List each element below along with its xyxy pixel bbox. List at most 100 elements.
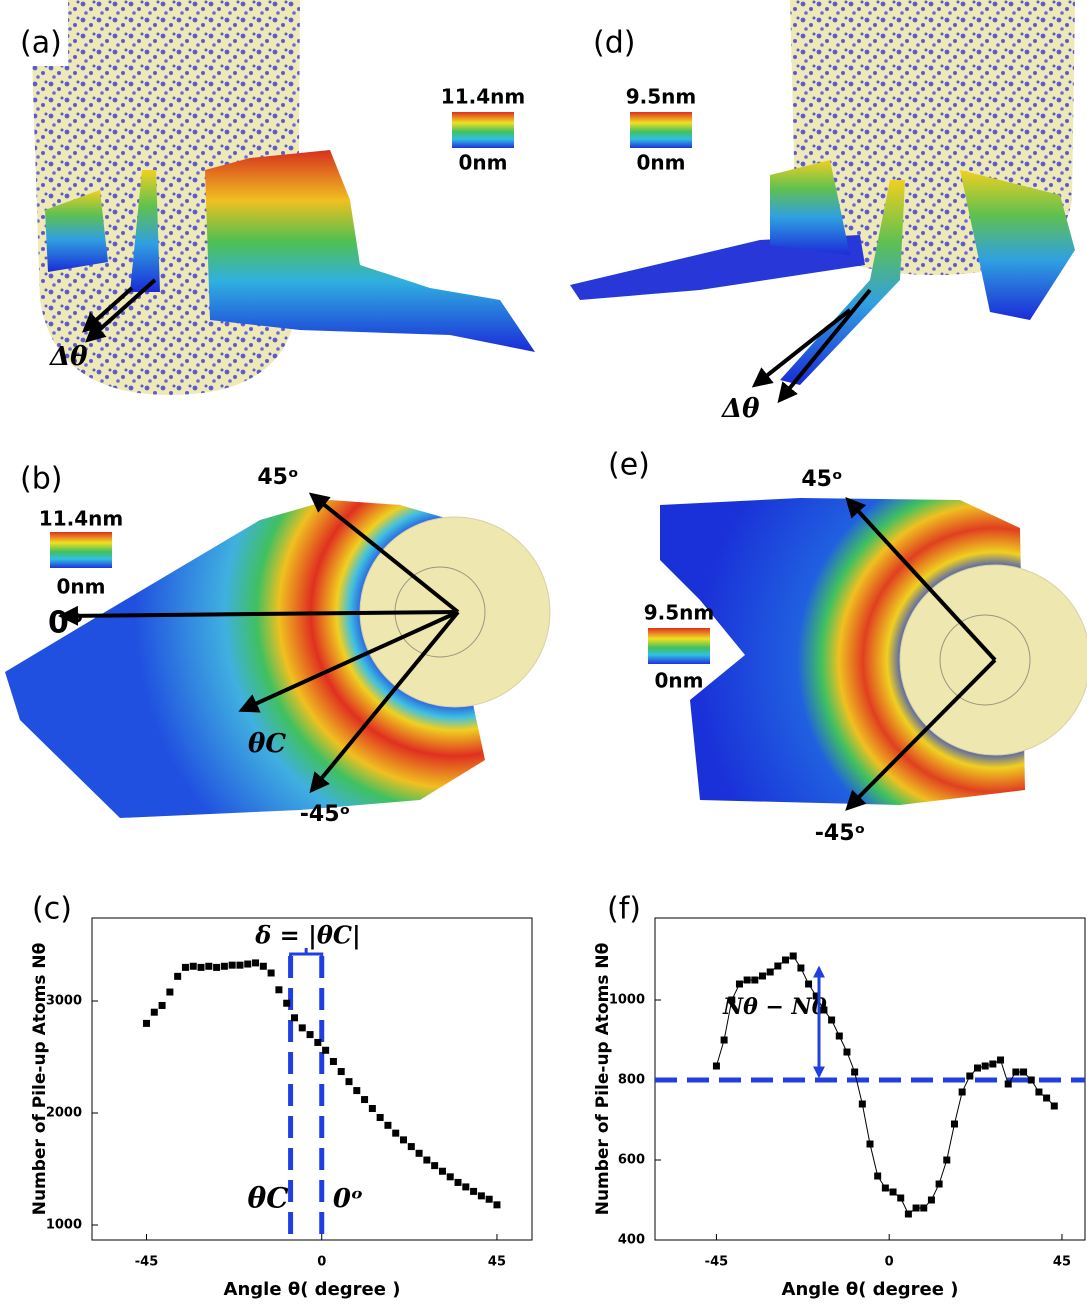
- annotation: 0ᵒ: [48, 606, 84, 641]
- data-point: [751, 977, 758, 984]
- data-point: [205, 963, 212, 970]
- data-point: [943, 1157, 950, 1164]
- data-point: [314, 1039, 321, 1046]
- x-tick-label: -45: [135, 1255, 159, 1270]
- pile-up: [205, 150, 535, 352]
- data-point: [369, 1105, 376, 1112]
- data-point: [439, 1168, 446, 1175]
- colorbar: [630, 112, 692, 148]
- data-point: [143, 1020, 150, 1027]
- bracket: [291, 948, 322, 962]
- data-point: [431, 1162, 438, 1169]
- data-point: [275, 986, 282, 993]
- data-point: [307, 1031, 314, 1038]
- data-point: [805, 981, 812, 988]
- data-point: [291, 1014, 298, 1021]
- data-point: [874, 1173, 881, 1180]
- data-point: [797, 965, 804, 972]
- panel-label: (e): [608, 448, 650, 483]
- panel-label: (b): [20, 462, 62, 497]
- data-point: [721, 1037, 728, 1044]
- annotation: θC: [248, 1182, 290, 1215]
- data-point: [744, 977, 751, 984]
- data-point: [338, 1068, 345, 1075]
- data-point: [400, 1136, 407, 1143]
- data-point: [897, 1195, 904, 1202]
- y-tick-label: 1000: [46, 1217, 82, 1232]
- panel-label: (d): [593, 26, 635, 61]
- colorbar-min: 0nm: [637, 151, 686, 175]
- data-point: [447, 1173, 454, 1180]
- data-point: [1028, 1077, 1035, 1084]
- y-tick-label: 2000: [46, 1105, 82, 1120]
- y-tick-label: 800: [618, 1073, 645, 1088]
- data-point: [190, 963, 197, 970]
- colorbar: [648, 628, 710, 664]
- x-tick-label: 0: [885, 1255, 894, 1270]
- data-point: [982, 1063, 989, 1070]
- data-point: [361, 1096, 368, 1103]
- data-point: [423, 1157, 430, 1164]
- annotation: Δθ: [48, 342, 88, 372]
- data-point: [159, 1002, 166, 1009]
- annotation: -45ᵒ: [815, 821, 865, 846]
- annotation: Δθ: [720, 394, 760, 424]
- data-point: [759, 973, 766, 980]
- data-point: [283, 1000, 290, 1007]
- data-point: [1035, 1089, 1042, 1096]
- annotation: δ = |θC|: [254, 921, 360, 950]
- data-point: [221, 963, 228, 970]
- data-point: [959, 1089, 966, 1096]
- data-point: [966, 1073, 973, 1080]
- y-axis-title: Number of Pile-up Atoms Nθ: [593, 943, 613, 1216]
- plot-frame: [92, 918, 532, 1240]
- data-point: [455, 1179, 462, 1186]
- annotation: Nθ − N0: [722, 994, 828, 1020]
- data-point: [1012, 1069, 1019, 1076]
- data-point: [1051, 1103, 1058, 1110]
- y-tick-label: 600: [618, 1153, 645, 1168]
- data-point: [1005, 1081, 1012, 1088]
- data-point: [905, 1211, 912, 1218]
- data-point: [836, 1033, 843, 1040]
- data-point: [384, 1122, 391, 1129]
- data-point: [736, 981, 743, 988]
- annotation: θC: [248, 729, 286, 759]
- x-tick-label: -45: [705, 1255, 729, 1270]
- x-tick-label: 45: [1053, 1255, 1071, 1270]
- colorbar-min: 0nm: [459, 151, 508, 175]
- data-point: [408, 1143, 415, 1150]
- colorbar: [50, 532, 112, 568]
- y-tick-label: 3000: [46, 993, 82, 1008]
- arrow: [780, 290, 870, 400]
- panel-d: (d) 9.5nm 0nm Δθ: [570, 0, 1075, 424]
- data-point: [299, 1024, 306, 1031]
- data-point: [174, 973, 181, 980]
- data-point: [951, 1121, 958, 1128]
- y-axis-title: Number of Pile-up Atoms Nθ: [30, 943, 50, 1216]
- data-point: [182, 964, 189, 971]
- data-point: [920, 1205, 927, 1212]
- data-point: [974, 1065, 981, 1072]
- data-point: [268, 969, 275, 976]
- colorbar-max: 9.5nm: [626, 85, 697, 109]
- colorbar-min: 0nm: [57, 575, 106, 599]
- data-point: [478, 1192, 485, 1199]
- data-point: [198, 964, 205, 971]
- data-point: [997, 1057, 1004, 1064]
- data-point: [353, 1087, 360, 1094]
- data-point: [913, 1205, 920, 1212]
- data-point: [486, 1196, 493, 1203]
- panel-label: (c): [32, 892, 72, 927]
- colorbar: [452, 112, 514, 148]
- data-point: [416, 1150, 423, 1157]
- data-point: [322, 1047, 329, 1054]
- colorbar-max: 9.5nm: [644, 601, 715, 625]
- data-point: [330, 1058, 337, 1065]
- data-point: [890, 1189, 897, 1196]
- data-point: [166, 989, 173, 996]
- data-point: [462, 1183, 469, 1190]
- data-point: [345, 1078, 352, 1085]
- data-point: [767, 969, 774, 976]
- data-point: [236, 962, 243, 969]
